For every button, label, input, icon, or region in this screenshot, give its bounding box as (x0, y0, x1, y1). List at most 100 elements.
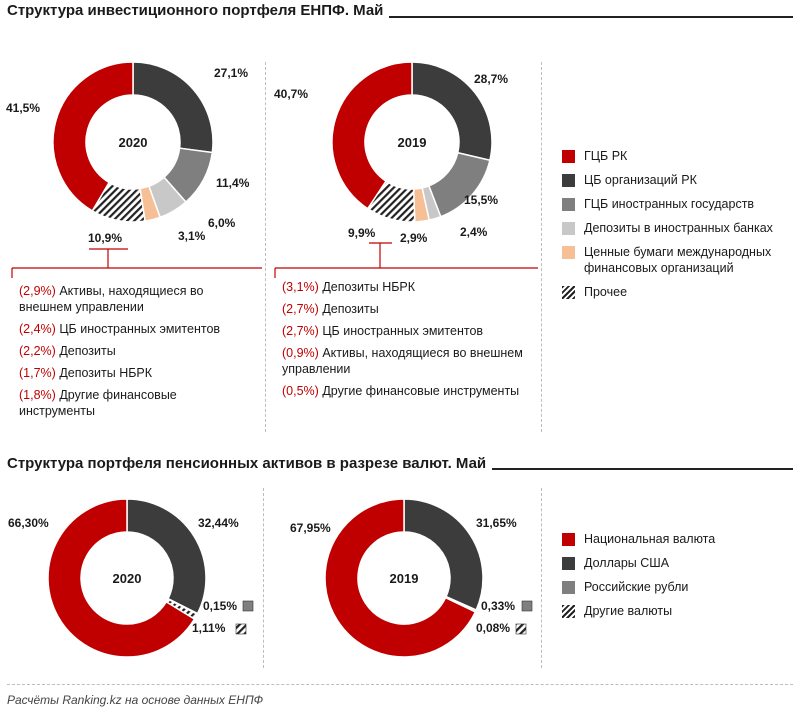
legend-swatch (562, 286, 575, 299)
breakdown-text: Активы, находящиеся во внешнем управлени… (19, 284, 204, 314)
legend-item-ifo-securities: Ценные бумаги международных финансовых о… (562, 244, 796, 276)
section2-title: Структура портфеля пенсионных активов в … (7, 455, 493, 472)
breakdown-bracket-2020 (11, 248, 262, 278)
slice-label: 0,08% (476, 621, 510, 635)
breakdown-text: ЦБ иностранных эмитентов (322, 324, 484, 338)
breakdown-value: (1,7%) (19, 366, 56, 380)
slice-label: 1,11% (192, 621, 226, 635)
slice-label: 40,7% (274, 87, 308, 101)
slice-label: 32,44% (198, 516, 239, 530)
legend-item-kzt: Национальная валюта (562, 531, 792, 547)
breakdown-bracket-2019 (274, 242, 538, 278)
marker-rub-2020 (242, 600, 254, 612)
breakdown-text: Депозиты (59, 344, 116, 358)
slice-label: 11,4% (216, 176, 250, 190)
breakdown-text: ЦБ иностранных эмитентов (59, 322, 221, 336)
legend-item-usd: Доллары США (562, 555, 792, 571)
legend-swatch (562, 150, 575, 163)
legend-label: ГЦБ РК (584, 149, 628, 163)
legend-item-other-currency: Другие валюты (562, 603, 792, 619)
legend-swatch (562, 198, 575, 211)
legend-label: Ценные бумаги международных финансовых о… (584, 245, 772, 275)
breakdown-text: Депозиты НБРК (59, 366, 153, 380)
donut-slice-2019-gray (427, 151, 491, 218)
slice-label: 41,5% (6, 101, 40, 115)
legend-swatch (562, 174, 575, 187)
legend-label: Национальная валюта (584, 532, 716, 546)
legend-label: Прочее (584, 285, 628, 299)
breakdown-item: (2,7%) ЦБ иностранных эмитентов (282, 323, 532, 339)
breakdown-2020: (2,9%) Активы, находящиеся во внешнем уп… (19, 283, 255, 425)
breakdown-value: (2,2%) (19, 344, 56, 358)
legend-swatch (562, 222, 575, 235)
donut-center-year: 2020 (113, 571, 142, 586)
legend-swatch (562, 557, 575, 570)
breakdown-value: (2,7%) (282, 302, 319, 316)
legend-label: ГЦБ иностранных государств (584, 197, 755, 211)
slice-label: 10,9% (88, 231, 122, 245)
slice-label: 28,7% (474, 72, 508, 86)
legend-portfolio: ГЦБ РК ЦБ организаций РК ГЦБ иностранных… (562, 148, 798, 308)
legend-label: Другие валюты (584, 604, 673, 618)
donut-slice-2019-red (324, 498, 477, 658)
legend-label: Российские рубли (584, 580, 689, 594)
marker-other-2020 (235, 623, 247, 635)
legend-swatch (562, 581, 575, 594)
donut-center-year: 2020 (119, 135, 148, 150)
separator-4 (541, 488, 542, 668)
marker-other-2019 (515, 623, 527, 635)
slice-label: 31,65% (476, 516, 517, 530)
legend-swatch (562, 246, 575, 259)
slice-label: 2,9% (400, 231, 428, 245)
breakdown-text: Активы, находящиеся во внешнем управлени… (282, 346, 523, 376)
marker-rub-2019 (521, 600, 533, 612)
breakdown-item: (3,1%) Депозиты НБРК (282, 279, 532, 295)
breakdown-item: (0,5%) Другие финансовые инструменты (282, 383, 532, 399)
breakdown-value: (0,9%) (282, 346, 319, 360)
slice-label: 27,1% (214, 66, 248, 80)
slice-label: 0,15% (203, 599, 237, 613)
breakdown-item: (2,4%) ЦБ иностранных эмитентов (19, 321, 255, 337)
breakdown-value: (2,7%) (282, 324, 319, 338)
legend-item-gcb-foreign: ГЦБ иностранных государств (562, 196, 798, 212)
section1-title: Структура инвестиционного портфеля ЕНПФ.… (7, 2, 390, 19)
separator-footer (7, 684, 793, 685)
donut-center-year: 2019 (390, 571, 419, 586)
breakdown-value: (2,4%) (19, 322, 56, 336)
slice-label: 9,9% (348, 226, 376, 240)
breakdown-text: Другие финансовые инструменты (19, 388, 177, 418)
donut-slice-2019-dark (403, 498, 484, 612)
legend-label: ЦБ организаций РК (584, 173, 697, 187)
legend-currency: Национальная валюта Доллары США Российск… (562, 531, 792, 627)
legend-swatch (562, 533, 575, 546)
donut-center-year: 2019 (398, 135, 427, 150)
slice-label: 3,1% (178, 229, 206, 243)
donut-slice-2019-dark (411, 61, 493, 162)
donut-slice-2019-red (331, 61, 413, 210)
breakdown-item: (2,9%) Активы, находящиеся во внешнем уп… (19, 283, 255, 315)
breakdown-value: (1,8%) (19, 388, 56, 402)
breakdown-item: (2,7%) Депозиты (282, 301, 532, 317)
breakdown-item: (1,8%) Другие финансовые инструменты (19, 387, 255, 419)
legend-item-deposits-foreign: Депозиты в иностранных банках (562, 220, 798, 236)
breakdown-value: (3,1%) (282, 280, 319, 294)
breakdown-text: Депозиты (322, 302, 379, 316)
slice-label: 2,4% (460, 225, 488, 239)
breakdown-text: Депозиты НБРК (322, 280, 416, 294)
donut-slice-2020-red (52, 61, 134, 212)
slice-label: 66,30% (8, 516, 49, 530)
slice-label: 67,95% (290, 521, 331, 535)
donut-slice-2020-red (47, 498, 196, 658)
source-footnote: Расчёты Ranking.kz на основе данных ЕНПФ (7, 693, 264, 707)
donut-slice-2020-dark (126, 498, 207, 615)
separator-3 (263, 488, 264, 668)
legend-item-cb-org-rk: ЦБ организаций РК (562, 172, 798, 188)
legend-label: Депозиты в иностранных банках (584, 221, 773, 235)
breakdown-value: (2,9%) (19, 284, 56, 298)
legend-label: Доллары США (584, 556, 670, 570)
breakdown-item: (0,9%) Активы, находящиеся во внешнем уп… (282, 345, 532, 377)
slice-label: 6,0% (208, 216, 236, 230)
breakdown-text: Другие финансовые инструменты (322, 384, 520, 398)
breakdown-2019: (3,1%) Депозиты НБРК (2,7%) Депозиты (2,… (282, 279, 532, 405)
